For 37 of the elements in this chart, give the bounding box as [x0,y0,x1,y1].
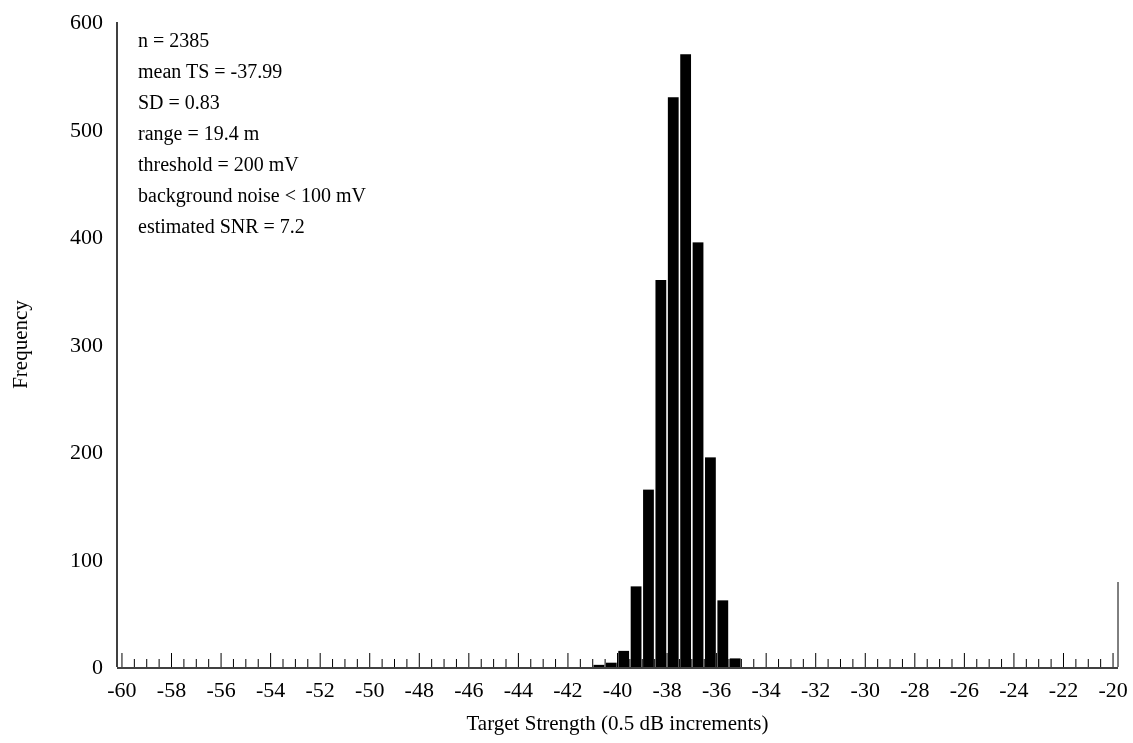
y-tick-label: 200 [70,439,103,464]
x-tick-label: -22 [1048,677,1079,702]
x-axis-title: Target Strength (0.5 dB increments) [466,711,769,735]
x-tick-label: -42 [553,677,583,702]
x-tick-label: -28 [900,677,930,702]
x-tick-label: -48 [404,677,434,702]
x-tick-label: -32 [801,677,831,702]
x-tick-label: -30 [850,677,880,702]
x-tick-label: -56 [206,677,236,702]
x-tick-label: -20 [1098,677,1128,702]
y-axis-title: Frequency [8,299,32,389]
x-tick-label: -46 [454,677,484,702]
x-tick-label: -36 [701,677,732,702]
x-tick-label: -50 [355,677,385,702]
annotation: range = 19.4 m [138,122,260,145]
x-tick-label: -60 [107,677,137,702]
x-tick-label: -40 [602,677,633,702]
annotation: background noise < 100 mV [138,184,367,207]
y-tick-label: 0 [92,654,103,679]
x-tick-label: -26 [949,677,980,702]
annotation: mean TS = -37.99 [138,60,283,82]
x-tick-label: -54 [255,677,286,702]
y-tick-label: 600 [70,9,103,34]
annotation: threshold = 200 mV [138,153,300,175]
x-tick-label: -38 [652,677,682,702]
y-tick-label: 300 [70,331,103,357]
y-tick-label: 500 [70,116,103,142]
x-tick-label: -44 [503,677,534,702]
y-tick-label: 400 [70,224,103,249]
y-tick-label: 100 [70,546,103,572]
annotation: estimated SNR = 7.2 [138,215,305,237]
annotation: n = 2385 [138,29,210,51]
x-tick-label: -24 [999,677,1029,702]
x-tick-label: -52 [305,677,335,702]
x-tick-label: -58 [156,677,187,702]
annotation: SD = 0.83 [138,91,220,113]
x-tick-label: -34 [751,677,781,702]
